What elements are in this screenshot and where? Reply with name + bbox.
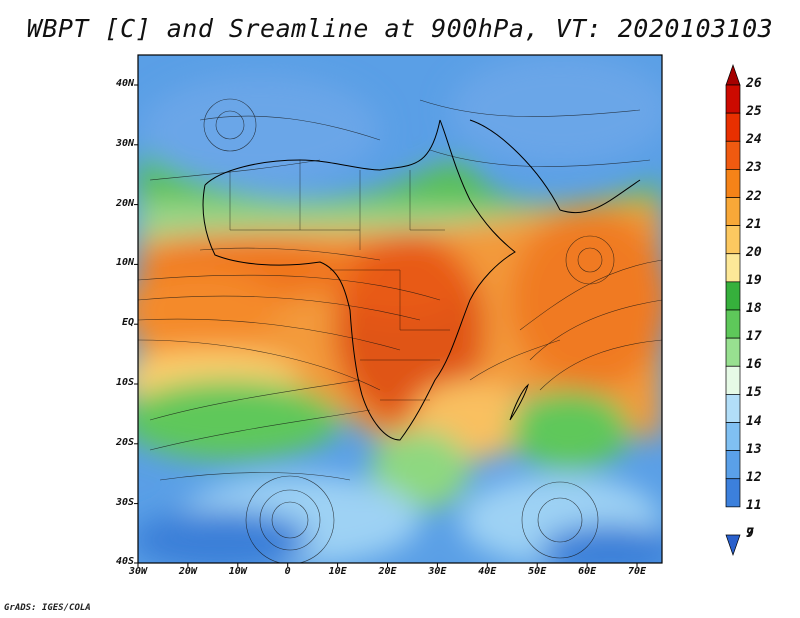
colorbar-label: 21 [746,216,762,232]
colorbar-label: 19 [746,272,762,288]
lon-label: 30W [128,566,148,577]
chart-title: WBPT [C] and Sreamline at 900hPa, VT: 20… [26,14,774,43]
lon-label: 10W [228,566,247,577]
colorbar-label: 14 [746,413,762,429]
colorbar-label: 22 [746,188,762,204]
colorbar-label: 7 [746,526,754,541]
borders [229,160,450,401]
colorbar-label: 15 [746,385,762,401]
colorbar-swatch [725,450,741,480]
streamlines [138,98,662,563]
axis-ticks [134,84,638,567]
colorbar-swatch [725,225,741,255]
colorbar-label: 25 [746,104,762,120]
grads-credit: GrADS: IGES/COLA [4,603,91,613]
lat-label: 20S [115,436,134,448]
colorbar-swatch [725,169,741,198]
colorbar-swatch [725,112,741,142]
colorbar-swatch [725,309,741,339]
colorbar-swatch [725,197,741,226]
colorbar-swatch [725,337,741,367]
colorbar-swatch [725,140,741,170]
colorbar-label: 26 [746,76,762,91]
colorbar-swatch [725,365,741,395]
colorbar-swatch [725,394,741,423]
colorbar-min-triangle [725,534,741,557]
lon-label: 30E [428,566,447,577]
lat-label: 30S [115,496,134,508]
colorbar-label: 18 [746,301,762,316]
map-frame [137,54,663,564]
colorbar-label: 11 [746,497,762,513]
lat-label: 10N [115,257,134,269]
colorbar-label: 20 [746,244,762,260]
lat-label: 20N [115,197,134,209]
wbpt-field [138,55,662,563]
lon-label: 40E [478,566,497,577]
colorbar-swatch [725,422,741,451]
coastlines [202,119,641,441]
lat-label: 30N [115,137,134,149]
colorbar-swatch [725,281,741,311]
colorbar-label: 23 [746,160,762,176]
lon-label: 70E [627,566,647,577]
lat-label: 40N [115,78,134,89]
colorbar-label: 16 [746,357,762,373]
lon-label: 20W [178,566,197,577]
lon-label: 20E [378,566,397,577]
colorbar-label: 24 [746,132,762,148]
lat-label: 10S [115,377,134,388]
lat-label: EQ [121,317,134,329]
lon-label: 50E [528,566,547,577]
colorbar-swatch [725,84,741,114]
colorbar-label: 9 [746,526,754,541]
colorbar-swatch [725,478,741,508]
colorbar-swatch [725,253,741,283]
lon-label: 10E [328,566,347,577]
colorbar-label: 17 [746,329,762,345]
colorbar-label: 13 [746,441,762,457]
lon-label: 0 [284,566,291,577]
lat-label: 40S [115,556,134,567]
lon-label: 60E [578,566,597,577]
colorbar-label: 12 [746,469,762,485]
colorbar-max-triangle [725,63,741,86]
